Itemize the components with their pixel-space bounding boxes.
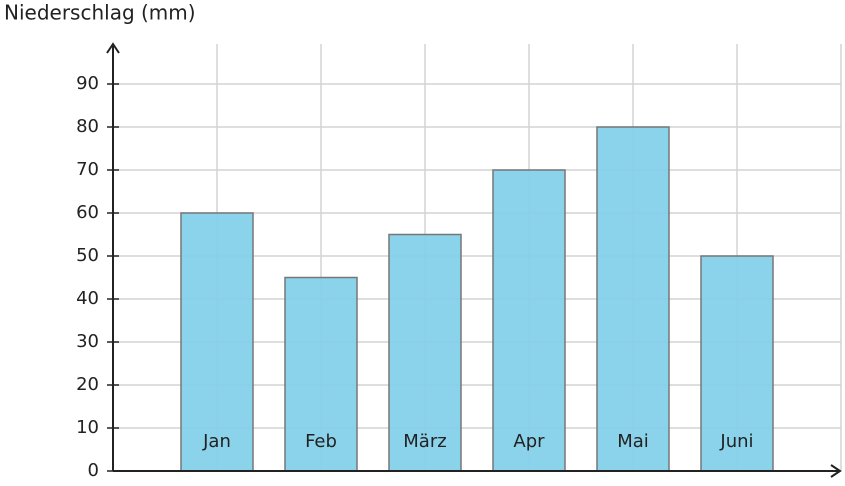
bar [388,233,462,472]
y-tick-label: 80 [76,116,99,137]
y-tick-label: 50 [76,245,99,266]
bar [180,212,254,472]
y-tick-label: 90 [76,73,99,94]
bar [596,126,670,472]
x-tick-label: März [403,431,446,452]
x-axis-arrow [830,464,842,478]
bar [700,255,774,472]
x-tick-label: Mai [617,431,649,452]
bar [492,169,566,472]
y-axis-arrow [106,42,120,54]
y-tick-label: 30 [76,331,99,352]
x-tick-label: Juni [719,431,753,452]
y-tick-label: 10 [76,417,99,438]
bars [180,126,774,472]
y-tick-label: 40 [76,288,99,309]
x-tick-label: Jan [202,431,231,452]
y-tick-label: 0 [88,460,99,481]
x-tick-label: Feb [305,431,337,452]
y-tick-label: 60 [76,202,99,223]
y-axis-label: Niederschlag (mm) [4,1,196,25]
bar [284,276,358,472]
x-tick-label: Apr [513,431,545,452]
y-tick-label: 20 [76,374,99,395]
axes: 0 10 20 30 40 50 60 70 80 90 Jan Feb März Apr Mai Juni [76,42,842,481]
y-tick-label: 70 [76,159,99,180]
